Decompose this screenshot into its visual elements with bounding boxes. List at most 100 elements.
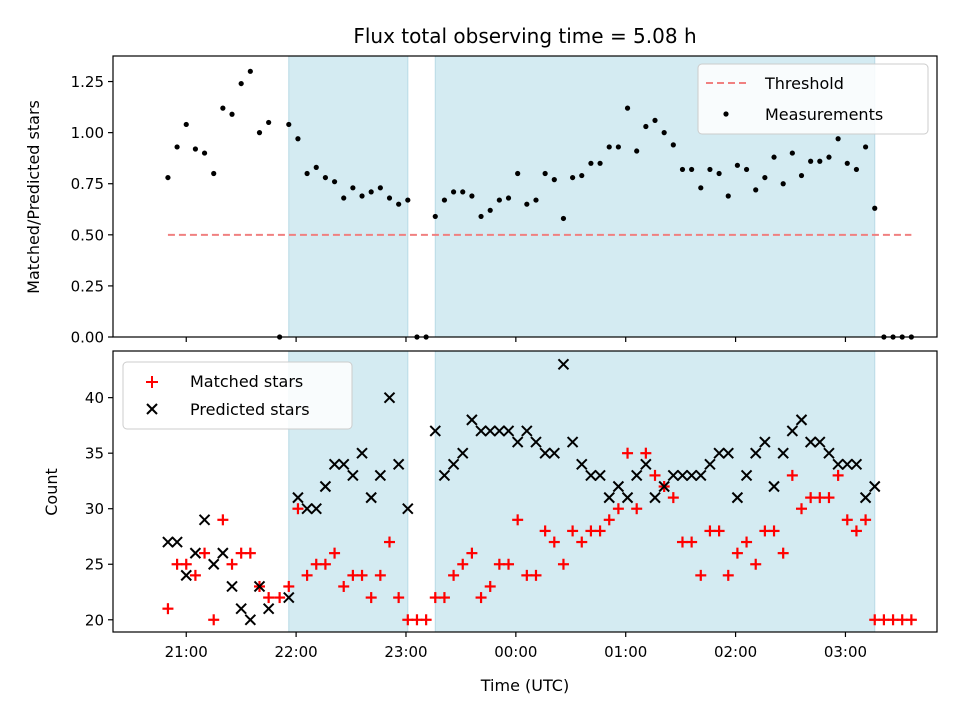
matched-star-point [860,514,872,526]
top-y-axis-label: Matched/Predicted stars [24,100,43,294]
x-tick-label: 01:00 [604,643,647,661]
matched-star-point [832,469,844,481]
x-tick-label: 22:00 [274,643,317,661]
predicted-star-point [804,436,817,448]
matched-star-point [649,469,661,481]
measurement-point [524,201,530,207]
top-y-ticks: 0.00 0.25 0.50 0.75 1.00 1.25 [71,73,113,347]
y-tick-label: 35 [85,445,104,463]
measurement-point [679,166,686,173]
matched-star-point [475,592,487,604]
predicted-star-point [823,447,835,459]
predicted-star-point [530,436,542,448]
bottom-legend: Matched stars Predicted stars [122,361,353,430]
measurement-point [634,148,640,154]
matched-star-point [217,514,229,526]
predicted-star-point [347,469,359,482]
measurement-point [780,181,786,187]
bottom-legend-box [122,361,353,430]
predicted-star-point [466,414,478,426]
measurement-point [201,150,208,156]
predicted-star-point [695,469,707,482]
bottom-shaded-regions [288,350,876,633]
predicted-star-point [235,602,247,615]
measurement-point [707,166,713,173]
matched-star-point [686,536,698,548]
matched-star-point [731,547,743,559]
legend-measurements-swatch [723,111,729,117]
predicted-star-point [667,469,680,482]
predicted-star-point [338,458,350,470]
legend-predicted-swatch [146,403,158,415]
measurement-point [460,189,466,195]
measurement-point [734,162,741,168]
y-tick-label: 40 [85,389,104,407]
matched-star-point [603,514,615,526]
predicted-star-point [374,469,387,482]
legend-threshold-label: Threshold [764,74,844,93]
measurement-point [570,174,576,181]
matched-star-point [631,503,643,515]
predicted-star-point [869,480,881,493]
measurement-point [220,105,226,111]
measurement-point [743,166,750,173]
matched-star-point [713,525,725,537]
measurement-point [588,160,594,166]
predicted-star-point [640,458,652,470]
measurement-point [698,185,704,191]
measurement-point [798,172,805,179]
predicted-star-point [814,436,826,448]
measurement-point [386,195,393,201]
predicted-star-point [253,580,266,593]
measurement-point [266,119,272,126]
measurement-point [808,158,814,164]
measurement-point [313,164,319,170]
predicted-star-point [438,469,451,482]
predicted-star-point [283,591,295,604]
predicted-star-point [576,458,588,470]
x-tick-label: 21:00 [165,643,208,661]
predicted-star-point [786,425,799,437]
matched-star-point [768,525,780,537]
top-measurement-points [165,68,914,340]
matched-star-point [795,503,807,515]
predicted-star-point [171,536,183,548]
measurement-point [496,197,502,203]
predicted-star-point [244,614,257,626]
matched-star-point [393,592,405,604]
measurement-point [359,193,365,199]
matched-star-point [301,569,313,581]
measurement-point [165,174,171,181]
matched-star-point [786,469,798,481]
predicted-star-point [630,469,643,482]
measurement-point [432,213,438,220]
measurement-point [716,170,722,177]
measurement-point [192,146,198,152]
matched-star-point [667,492,679,504]
bottom-matched-points [162,447,917,626]
measurement-point [211,170,217,177]
predicted-star-point [328,458,341,470]
matched-star-point [319,558,331,570]
measurement-point [487,207,493,213]
matched-star-point [438,592,450,604]
matched-star-point [162,603,174,615]
matched-star-point [905,614,917,626]
predicted-star-point [841,458,853,470]
measurement-point [560,215,567,222]
matched-star-point [180,558,192,570]
measurement-point [341,195,347,201]
measurement-point [597,160,603,166]
matched-star-point [420,614,432,626]
predicted-star-point [722,447,734,459]
legend-measurements-label: Measurements [765,105,883,124]
bottom-predicted-points [162,358,881,626]
predicted-star-point [383,391,396,404]
predicted-star-point [301,503,313,515]
predicted-star-point [750,447,762,459]
top-x-ticks [185,337,847,342]
matched-star-point [777,547,789,559]
predicted-star-point [557,358,570,371]
x-tick-label: 03:00 [824,643,867,661]
